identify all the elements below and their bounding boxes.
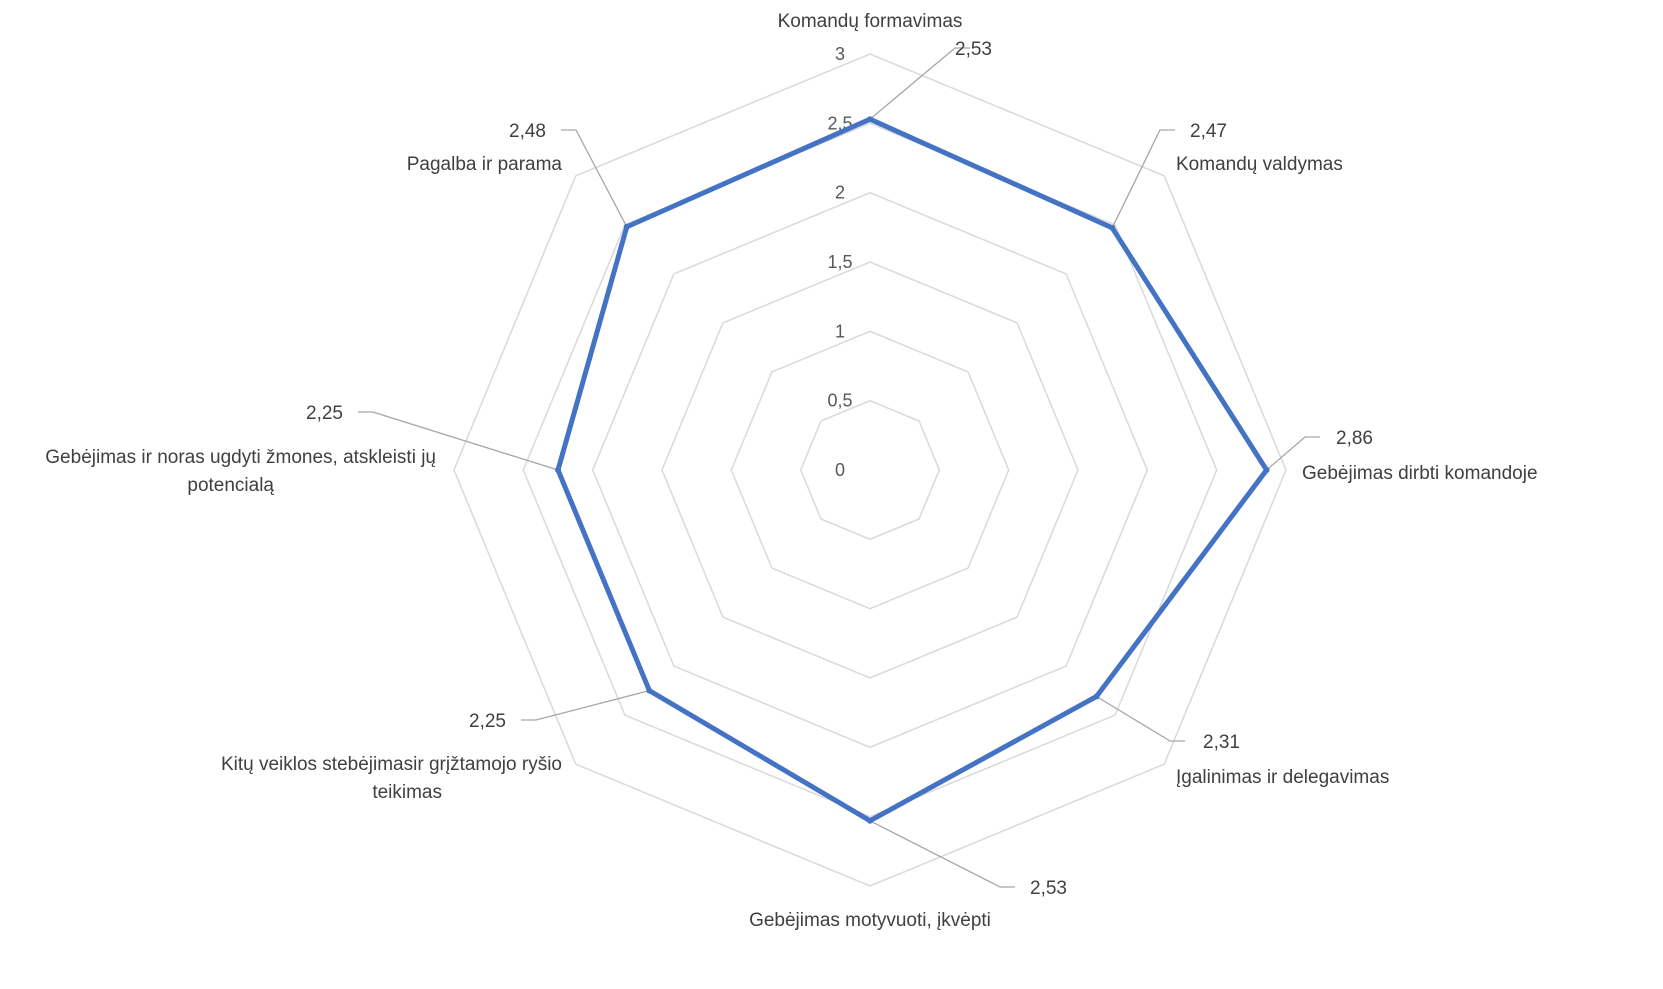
value-label-3: 2,31 xyxy=(1203,732,1240,753)
value-label-0: 2,53 xyxy=(955,39,992,60)
category-label-0: Komandų formavimas xyxy=(778,11,963,32)
category-label-4: Gebėjimas motyvuoti, įkvėpti xyxy=(749,910,991,931)
leader-line-5 xyxy=(521,689,650,721)
series-layer xyxy=(555,116,1270,824)
data-point-7 xyxy=(623,223,630,230)
grid-ring-5 xyxy=(522,122,1218,818)
category-label-6: Gebėjimas ir noras ugdyti žmones, atskle… xyxy=(45,447,436,496)
data-point-0 xyxy=(867,116,873,123)
leader-line-7 xyxy=(561,129,628,228)
grid-ring-2 xyxy=(730,330,1010,610)
grid-ring-4 xyxy=(591,191,1149,749)
data-point-4 xyxy=(867,817,873,824)
value-label-5: 2,25 xyxy=(469,711,506,732)
tick-label-4: 2 xyxy=(835,183,845,203)
value-labels: 2,53 2,47 2,86 2,31 2,53 2,25 2,25 2,48 xyxy=(306,39,1373,899)
tick-labels: 00,511,522,53 xyxy=(827,44,852,480)
category-label-2: Gebėjimas dirbti komandoje xyxy=(1302,463,1538,484)
grid-ring-3 xyxy=(661,261,1079,679)
data-point-3 xyxy=(1093,693,1100,700)
category-label-7: Pagalba ir parama xyxy=(407,154,563,175)
series-line xyxy=(555,116,1270,824)
leader-line-0 xyxy=(869,47,970,120)
value-label-4: 2,53 xyxy=(1030,878,1067,899)
value-label-1: 2,47 xyxy=(1190,121,1227,142)
tick-label-2: 1 xyxy=(835,321,845,341)
category-labels: Komandų formavimas Komandų valdymas Gebėji… xyxy=(45,11,1537,931)
value-label-6: 2,25 xyxy=(306,403,343,424)
data-point-1 xyxy=(1109,224,1116,231)
grid-ring-6 xyxy=(453,53,1287,887)
leader-line-1 xyxy=(1111,129,1175,229)
leader-line-3 xyxy=(1096,695,1185,742)
tick-label-6: 3 xyxy=(835,44,845,64)
value-label-2: 2,86 xyxy=(1336,428,1373,449)
grid-ring-1 xyxy=(799,399,941,541)
value-label-7: 2,48 xyxy=(509,121,546,142)
category-label-5: Kitų veiklos stebėjimasir grįžtamojo ryš… xyxy=(221,754,562,803)
leader-line-6 xyxy=(358,411,559,471)
tick-label-1: 0,5 xyxy=(827,391,852,411)
tick-label-0: 0 xyxy=(835,460,845,480)
data-point-2 xyxy=(1263,467,1270,473)
grid-layer xyxy=(453,53,1287,887)
data-point-5 xyxy=(646,687,653,694)
leader-line-2 xyxy=(1266,436,1320,471)
leader-lines xyxy=(358,47,1320,888)
leader-line-4 xyxy=(869,820,1015,888)
tick-label-3: 1,5 xyxy=(827,252,852,272)
category-label-3: Įgalinimas ir delegavimas xyxy=(1176,767,1389,788)
data-point-6 xyxy=(555,467,561,473)
category-label-1: Komandų valdymas xyxy=(1176,154,1343,175)
